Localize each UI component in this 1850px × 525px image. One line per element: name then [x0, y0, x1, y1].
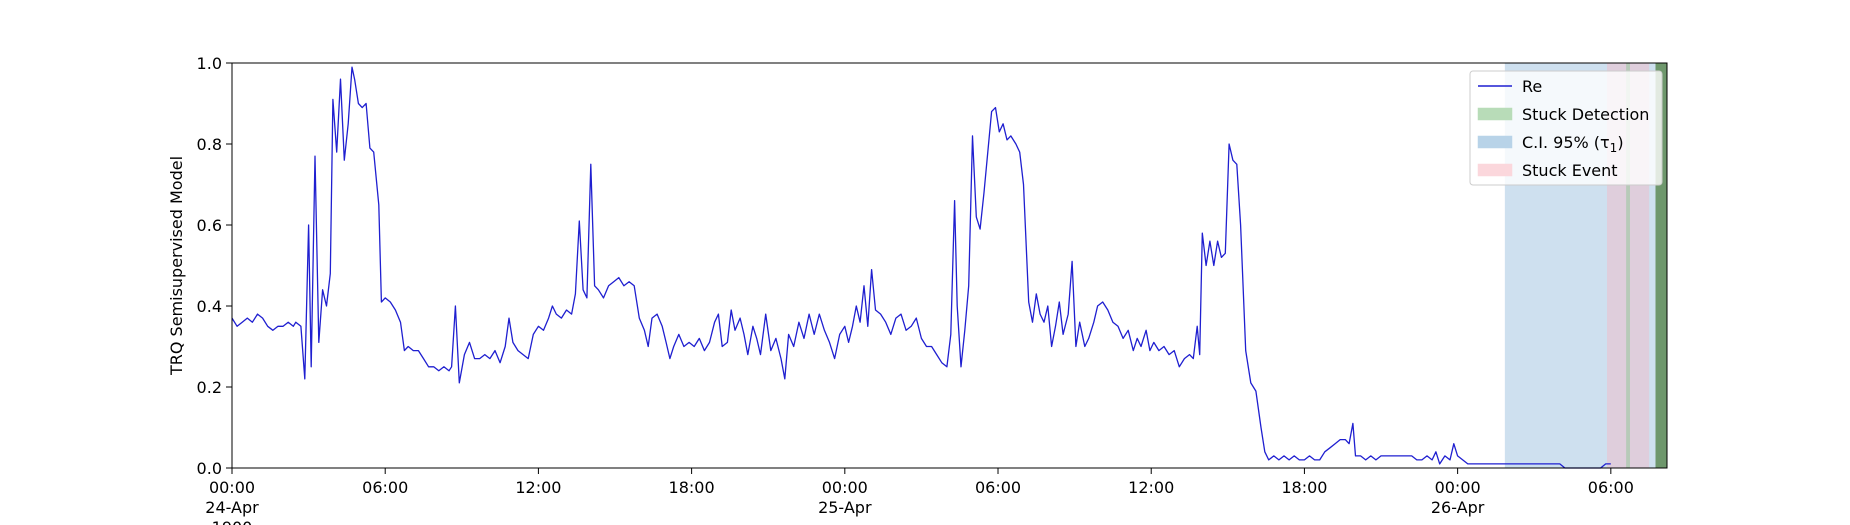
- plot-frame: [231, 62, 1668, 469]
- series-line-re: [231, 66, 1611, 469]
- y-axis: 0.0 0.2 0.4 0.6 0.8 1.0: [197, 54, 232, 478]
- legend-box: [1469, 70, 1663, 186]
- y-tick-label: 0.4: [197, 297, 222, 316]
- region-stuck-detection-2: [1626, 63, 1630, 468]
- y-axis-label: TRQ Semisupervised Model: [167, 156, 186, 376]
- x-tick-label: 12:00: [1128, 478, 1174, 497]
- y-tick-label: 0.8: [197, 135, 222, 154]
- series-layer: [231, 66, 1611, 469]
- x-tick-label: 18:00: [669, 478, 715, 497]
- y-tick-label: 1.0: [197, 54, 222, 73]
- x-tick-label: 06:00: [975, 478, 1021, 497]
- x-tick-label: 00:00 26-Apr: [1431, 478, 1485, 517]
- x-tick-label: 06:00: [1588, 478, 1634, 497]
- y-tick-label: 0.2: [197, 378, 222, 397]
- legend-label-stuck-detection: Stuck Detection: [1522, 105, 1649, 124]
- x-tick-label: 06:00: [362, 478, 408, 497]
- legend-label-stuck-event: Stuck Event: [1522, 161, 1618, 180]
- x-tick-label: 18:00: [1281, 478, 1327, 497]
- legend-label-re: Re: [1522, 77, 1542, 96]
- x-tick-label: 12:00: [515, 478, 561, 497]
- legend-swatch-stuck-event: [1477, 163, 1513, 177]
- y-tick-label: 0.0: [197, 459, 222, 478]
- legend: Re Stuck Detection C.I. 95% (τ1) Stuck Even…: [1469, 70, 1663, 186]
- region-stuck-detection-3: [1655, 63, 1667, 468]
- legend-swatch-stuck-detection: [1477, 107, 1513, 121]
- x-tick-label: 00:00 25-Apr: [818, 478, 872, 517]
- legend-label-c-i-95-1: C.I. 95% (τ1): [1522, 133, 1624, 155]
- y-tick-label: 0.6: [197, 216, 222, 235]
- legend-swatch-c-i-95-1: [1477, 135, 1513, 149]
